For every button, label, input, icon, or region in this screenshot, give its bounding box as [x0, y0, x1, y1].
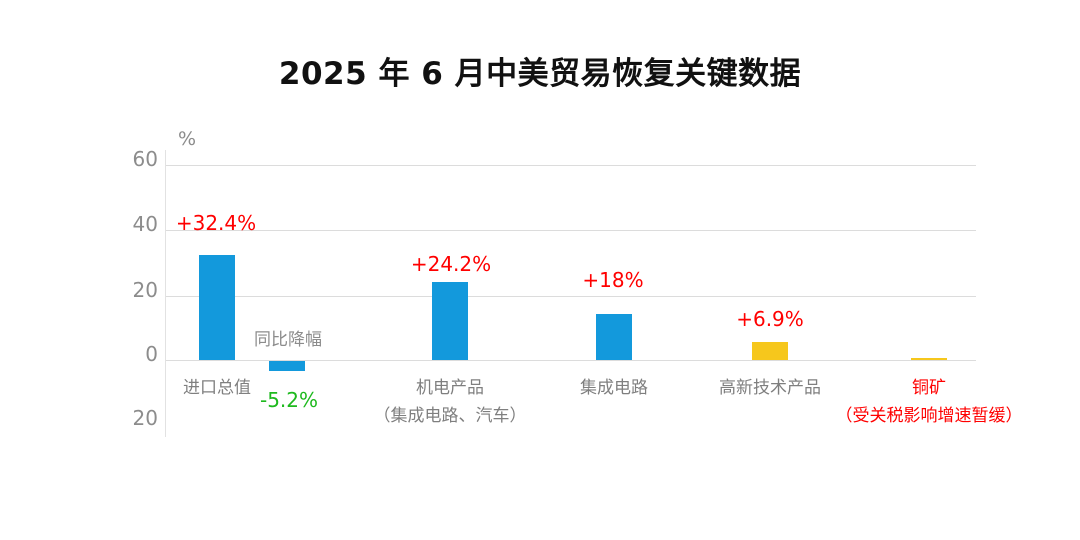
gridline-60	[166, 165, 976, 166]
chart-title: 2025 年 6 月中美贸易恢复关键数据	[278, 56, 802, 92]
bar-import-total	[199, 255, 235, 360]
baseline-0	[166, 360, 976, 361]
category-integrated-circuits: 集成电路	[580, 378, 648, 398]
category-electromechanical-sub: （集成电路、汽车）	[373, 406, 527, 426]
y-tick-20: 20	[132, 278, 158, 302]
y-tick-0: 0	[145, 342, 158, 366]
y-tick-neg20: 20	[132, 406, 158, 430]
bar-electromechanical	[432, 282, 468, 360]
value-label-integrated-circuits: +18%	[582, 268, 644, 292]
bar-copper-ore	[911, 358, 947, 360]
y-axis-unit: %	[178, 128, 197, 150]
gridline-40	[166, 230, 976, 231]
category-copper-ore: 铜矿	[912, 378, 946, 398]
bar-high-tech	[752, 342, 788, 360]
value-label-import-total: +32.4%	[175, 211, 257, 235]
y-tick-40: 40	[132, 212, 158, 236]
gridline-20	[166, 296, 976, 297]
category-import-total: 进口总值	[183, 378, 251, 398]
value-label-high-tech: +6.9%	[736, 307, 804, 331]
y-tick-60: 60	[132, 147, 158, 171]
category-electromechanical: 机电产品	[416, 378, 484, 398]
bar-yoy-decline	[269, 361, 305, 371]
category-high-tech: 高新技术产品	[719, 378, 821, 398]
annotation-yoy-decline: 同比降幅	[254, 330, 322, 350]
bar-integrated-circuits	[596, 314, 632, 360]
category-copper-ore-sub: （受关税影响增速暂缓）	[835, 406, 1023, 426]
y-axis-line	[165, 150, 166, 437]
value-label-electromechanical: +24.2%	[410, 252, 492, 276]
value-label-yoy-decline: -5.2%	[259, 388, 319, 412]
